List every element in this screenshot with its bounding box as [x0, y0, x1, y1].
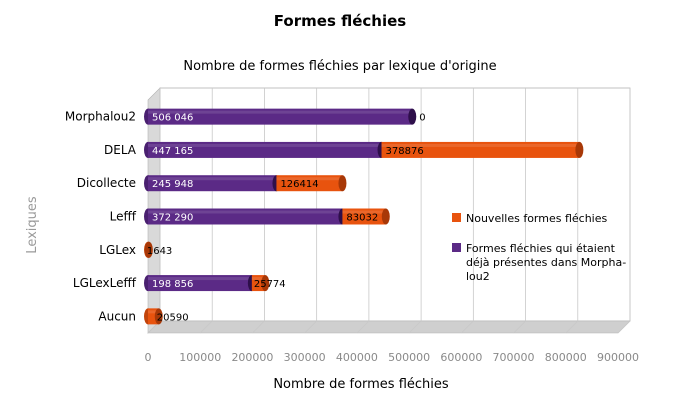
bar-segment	[148, 175, 277, 192]
bar-cap	[575, 141, 584, 158]
x-tick-label: 700000	[493, 351, 535, 364]
bar-highlight	[381, 143, 580, 147]
bar-highlight	[148, 277, 252, 281]
bar-segment	[342, 208, 386, 225]
bar-highlight	[148, 143, 382, 147]
grid-line-floor	[513, 320, 526, 334]
bar-segment	[276, 175, 343, 192]
bar-highlight	[148, 110, 413, 114]
legend-swatch	[452, 243, 461, 252]
data-label: 447 165	[152, 146, 193, 157]
legend-label: Nouvelles formes fléchies	[466, 212, 607, 225]
grid-line-floor	[252, 320, 265, 334]
x-tick-label: 400000	[336, 351, 378, 364]
bar-cap	[144, 241, 153, 258]
bar-highlight	[342, 210, 386, 214]
x-tick-label: 800000	[545, 351, 587, 364]
bar-segment	[148, 308, 159, 325]
category-label: LGLexLefff	[73, 276, 137, 290]
bar-highlight	[148, 210, 343, 214]
bar-segment	[148, 141, 382, 158]
legend-label: déjà présentes dans Morpha-	[466, 256, 626, 269]
bar-segment	[148, 208, 343, 225]
bar-cap	[338, 175, 347, 192]
grid-line-floor	[199, 320, 213, 334]
legend-label: Formes fléchies qui étaient	[466, 242, 616, 255]
grid-line-floor	[304, 320, 317, 334]
data-label: 198 856	[152, 279, 193, 290]
data-label: 0	[419, 113, 425, 124]
data-label: 372 290	[152, 213, 193, 224]
data-label: 83032	[346, 213, 378, 224]
grid-line-floor	[408, 320, 422, 334]
bar-cap	[408, 108, 417, 125]
bar-segment	[381, 141, 580, 158]
bar-highlight	[148, 310, 159, 314]
legend-label: lou2	[466, 270, 490, 283]
x-tick-label: 100000	[179, 351, 221, 364]
x-axis-label: Nombre de formes fléchies	[273, 377, 449, 392]
bar-cap	[381, 208, 390, 225]
legend-swatch	[452, 213, 461, 222]
data-label: 245 948	[152, 179, 193, 190]
data-label: 506 046	[152, 113, 193, 124]
y-axis-label: Lexiques	[25, 196, 40, 254]
x-tick-labels: 0 100000 200000 300000 400000 500000 600000 700…	[145, 351, 640, 364]
bar-segment	[148, 275, 252, 292]
bars	[144, 108, 584, 325]
chart-title: Formes fléchies	[274, 12, 406, 30]
data-labels: 506 046 0 447 165 378876 245 948 126414 372 29…	[147, 113, 426, 324]
data-label: 378876	[386, 146, 424, 157]
bar-highlight	[251, 277, 266, 281]
chart-subtitle: Nombre de formes fléchies par lexique d'…	[183, 59, 496, 74]
bar-cap	[261, 275, 270, 292]
category-label: Lefff	[110, 210, 137, 224]
x-tick-label: 0	[145, 351, 152, 364]
data-label: 126414	[280, 179, 318, 190]
x-tick-label: 600000	[440, 351, 482, 364]
data-label: 25774	[254, 279, 286, 290]
x-tick-label: 300000	[284, 351, 326, 364]
bar-segment	[148, 108, 413, 125]
bar-highlight	[148, 177, 277, 181]
data-label: 1643	[147, 246, 172, 257]
category-label: Morphalou2	[65, 110, 136, 124]
category-label: LGLex	[99, 243, 136, 257]
category-label: Aucun	[98, 309, 136, 323]
grid-line-floor	[565, 320, 579, 334]
grid-line-floor	[461, 320, 474, 334]
bar-highlight	[276, 177, 343, 181]
grid-line-floor	[356, 320, 370, 334]
data-label: 20590	[157, 312, 189, 323]
x-tick-label: 500000	[388, 351, 430, 364]
category-label: Dicollecte	[77, 176, 136, 190]
legend: Nouvelles formes fléchies Formes fléchies…	[452, 212, 626, 283]
x-tick-label: 200000	[231, 351, 273, 364]
bar-cap	[154, 308, 163, 325]
grid-line-floor	[617, 320, 631, 334]
plot-floor	[147, 320, 631, 334]
category-label: DELA	[104, 143, 137, 157]
x-tick-label: 900000	[597, 351, 639, 364]
category-labels: Morphalou2 DELA Dicollecte Lefff LGLex LGLexL…	[65, 110, 137, 324]
